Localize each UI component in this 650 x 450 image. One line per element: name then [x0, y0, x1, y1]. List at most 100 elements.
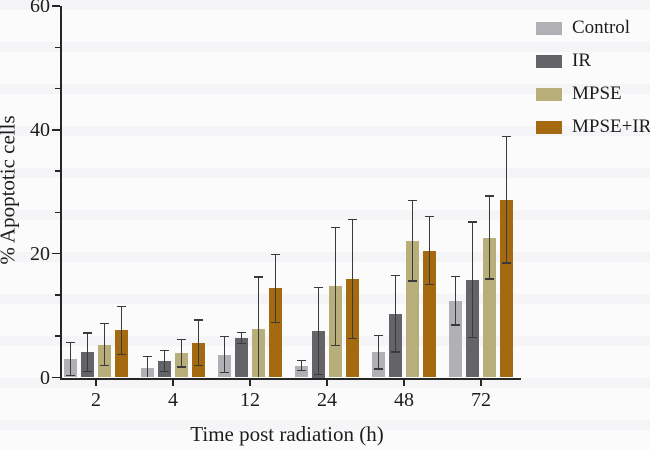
error-bar-line [146, 356, 149, 378]
error-bar-cap-bottom [408, 280, 417, 282]
y-major-tick [52, 5, 60, 7]
error-bar-line [180, 339, 183, 367]
error-bar-cap-top [348, 218, 357, 221]
error-bar-line [351, 219, 354, 339]
x-tick-label: 4 [168, 388, 178, 411]
error-bar-cap-top [297, 360, 306, 362]
error-bar-cap-top [220, 335, 229, 338]
legend-item-mpse-ir: MPSE+IR [536, 114, 650, 140]
error-bar-cap-top [177, 339, 186, 341]
error-bar-cap-bottom [66, 374, 75, 377]
x-tick-label: 24 [317, 388, 337, 411]
y-major-tick [52, 129, 60, 131]
error-bar-line [334, 227, 337, 346]
error-bar-cap-bottom [391, 351, 400, 353]
error-bar-line [69, 342, 72, 376]
x-tick [480, 379, 482, 386]
error-bar-cap-top [160, 349, 169, 351]
legend-item-control: Control [536, 15, 630, 41]
bar-ir-12h [235, 337, 248, 378]
error-bar-line [394, 275, 397, 353]
error-bar-cap-top [485, 195, 494, 197]
legend-swatch-mpse-ir [536, 120, 562, 134]
error-bar-line [103, 323, 106, 366]
x-tick [403, 379, 405, 386]
bar-control-24h [295, 365, 308, 378]
error-bar-line [454, 276, 457, 325]
legend-label-mpse-ir: MPSE+IR [572, 116, 650, 137]
error-bar-line [505, 136, 508, 263]
error-bar-cap-bottom [271, 321, 280, 324]
x-tick-label: 72 [471, 388, 491, 411]
error-bar-line [300, 360, 303, 371]
y-axis-title: % Apoptotic cells [0, 115, 20, 264]
x-tick-label: 2 [91, 388, 101, 411]
error-bar-cap-bottom [314, 373, 323, 376]
y-tick-label: 20 [30, 242, 50, 265]
x-tick [172, 379, 174, 386]
legend-swatch-ir [536, 54, 562, 68]
y-axis-line [60, 6, 62, 380]
error-bar-cap-bottom [237, 342, 246, 345]
x-axis-title: Time post radiation (h) [190, 422, 384, 446]
error-bar-cap-bottom [160, 370, 169, 372]
bar-control-72h [449, 300, 462, 378]
y-minor-tick [55, 170, 60, 172]
error-bar-cap-top [451, 275, 460, 278]
error-bar-cap-bottom [502, 262, 511, 264]
error-bar-cap-top [391, 274, 400, 277]
error-bar-cap-top [83, 332, 92, 334]
error-bar-line [257, 277, 260, 378]
error-bar-line [317, 287, 320, 375]
error-bar-cap-bottom [468, 336, 477, 338]
legend-swatch-mpse [536, 87, 562, 101]
error-bar-line [428, 216, 431, 285]
y-tick-label: 40 [30, 118, 50, 141]
error-bar-cap-top [468, 221, 477, 223]
error-bar-cap-bottom [425, 283, 434, 286]
error-bar-cap-bottom [117, 353, 126, 356]
error-bar-cap-top [66, 341, 75, 343]
error-bar-line [240, 332, 243, 344]
bar-mpse-ir-12h [269, 288, 282, 378]
error-bar-cap-bottom [485, 278, 494, 280]
error-bar-cap-top [194, 319, 203, 321]
error-bar-cap-top [100, 322, 109, 325]
y-minor-tick [55, 46, 60, 49]
error-bar-cap-top [254, 276, 263, 278]
error-bar-cap-bottom [220, 371, 229, 374]
error-bar-cap-bottom [297, 369, 306, 372]
error-bar-line [471, 222, 474, 338]
error-bar-line [86, 332, 89, 372]
error-bar-cap-bottom [194, 365, 203, 367]
error-bar-cap-bottom [83, 370, 92, 372]
error-bar-line [163, 350, 166, 372]
error-bar-cap-top [502, 135, 511, 138]
x-tick [95, 379, 97, 386]
legend-label-control: Control [572, 17, 631, 38]
error-bar-cap-top [374, 334, 383, 337]
bar-mpse-48h [406, 240, 419, 378]
error-bar-cap-top [425, 215, 434, 218]
error-bar-cap-bottom [100, 365, 109, 367]
error-bar-line [274, 254, 277, 323]
error-bar-cap-bottom [331, 344, 340, 346]
y-major-tick [52, 376, 60, 379]
legend-label-ir: IR [572, 50, 591, 71]
error-bar-cap-top [117, 305, 126, 307]
error-bar-cap-top [314, 287, 323, 289]
x-tick [326, 379, 328, 386]
error-bar-cap-bottom [177, 366, 186, 368]
error-bar-cap-top [331, 226, 340, 229]
error-bar-line [377, 335, 380, 369]
y-minor-tick [55, 211, 60, 214]
error-bar-cap-bottom [374, 368, 383, 370]
x-tick-label: 12 [240, 388, 260, 411]
error-bar-line [411, 200, 414, 281]
x-tick-label: 48 [394, 388, 414, 411]
error-bar-cap-top [408, 199, 417, 202]
error-bar-cap-bottom [348, 337, 357, 340]
x-axis-line [60, 377, 521, 380]
